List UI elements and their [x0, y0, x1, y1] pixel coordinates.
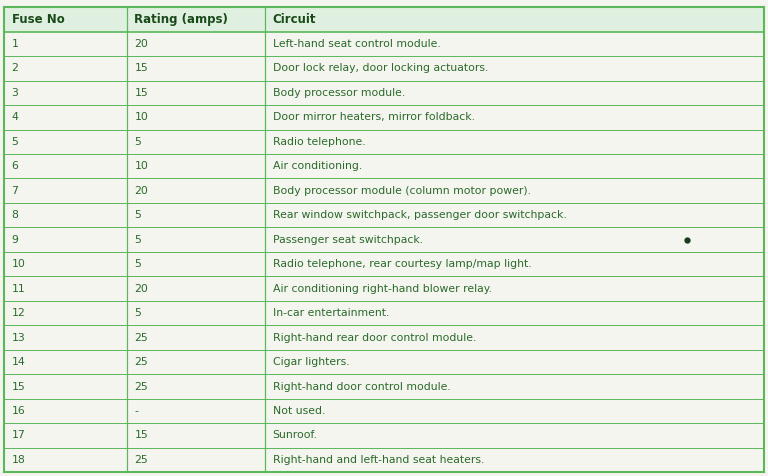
Text: 15: 15	[134, 63, 148, 73]
Text: 10: 10	[134, 161, 148, 171]
Text: 11: 11	[12, 284, 25, 294]
Text: 12: 12	[12, 308, 25, 318]
Text: 5: 5	[134, 235, 141, 245]
Text: 5: 5	[134, 210, 141, 220]
Bar	[4, 7, 764, 31]
Text: Right-hand and left-hand seat heaters.: Right-hand and left-hand seat heaters.	[273, 455, 484, 465]
Text: Air conditioning right-hand blower relay.: Air conditioning right-hand blower relay…	[273, 284, 492, 294]
Text: 5: 5	[134, 137, 141, 147]
Text: 7: 7	[12, 186, 18, 196]
Text: 10: 10	[134, 112, 148, 122]
Text: 8: 8	[12, 210, 18, 220]
Text: Door lock relay, door locking actuators.: Door lock relay, door locking actuators.	[273, 63, 488, 73]
Text: Right-hand rear door control module.: Right-hand rear door control module.	[273, 333, 476, 343]
Text: 18: 18	[12, 455, 25, 465]
Text: 5: 5	[134, 308, 141, 318]
Text: 16: 16	[12, 406, 25, 416]
Text: 17: 17	[12, 430, 25, 440]
Text: 25: 25	[134, 382, 148, 392]
Text: Radio telephone, rear courtesy lamp/map light.: Radio telephone, rear courtesy lamp/map …	[273, 259, 531, 269]
Text: Rear window switchpack, passenger door switchpack.: Rear window switchpack, passenger door s…	[273, 210, 566, 220]
Text: Sunroof.: Sunroof.	[273, 430, 318, 440]
Text: 15: 15	[134, 430, 148, 440]
Text: 25: 25	[134, 455, 148, 465]
Text: 4: 4	[12, 112, 18, 122]
Text: 5: 5	[134, 259, 141, 269]
Text: 5: 5	[12, 137, 18, 147]
Text: Right-hand door control module.: Right-hand door control module.	[273, 382, 450, 392]
Text: 13: 13	[12, 333, 25, 343]
Text: 15: 15	[134, 88, 148, 98]
Text: Not used.: Not used.	[273, 406, 325, 416]
Text: Air conditioning.: Air conditioning.	[273, 161, 362, 171]
Text: Circuit: Circuit	[273, 13, 316, 26]
Text: Door mirror heaters, mirror foldback.: Door mirror heaters, mirror foldback.	[273, 112, 475, 122]
Text: 9: 9	[12, 235, 18, 245]
Text: Body processor module.: Body processor module.	[273, 88, 405, 98]
Text: Left-hand seat control module.: Left-hand seat control module.	[273, 39, 440, 49]
Text: 1: 1	[12, 39, 18, 49]
Text: 10: 10	[12, 259, 25, 269]
Text: In-car entertainment.: In-car entertainment.	[273, 308, 389, 318]
Text: 14: 14	[12, 357, 25, 367]
Text: 25: 25	[134, 357, 148, 367]
Text: Passenger seat switchpack.: Passenger seat switchpack.	[273, 235, 422, 245]
Text: Fuse No: Fuse No	[12, 13, 65, 26]
Text: 20: 20	[134, 186, 148, 196]
Text: 25: 25	[134, 333, 148, 343]
Text: 15: 15	[12, 382, 25, 392]
Text: Rating (amps): Rating (amps)	[134, 13, 228, 26]
Text: Body processor module (column motor power).: Body processor module (column motor powe…	[273, 186, 531, 196]
Text: -: -	[134, 406, 138, 416]
Text: Radio telephone.: Radio telephone.	[273, 137, 366, 147]
Text: 6: 6	[12, 161, 18, 171]
Text: 20: 20	[134, 284, 148, 294]
Text: 3: 3	[12, 88, 18, 98]
Text: 20: 20	[134, 39, 148, 49]
Text: 2: 2	[12, 63, 18, 73]
Text: Cigar lighters.: Cigar lighters.	[273, 357, 349, 367]
